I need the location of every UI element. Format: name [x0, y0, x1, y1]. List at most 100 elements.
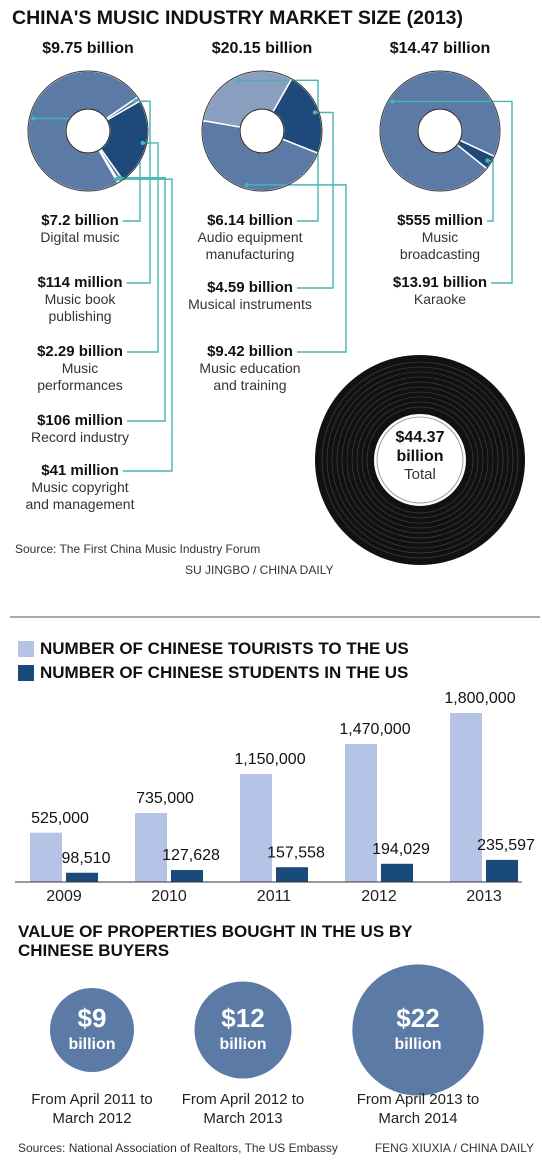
bar: [486, 859, 518, 882]
segment-value-text: $106 million: [37, 412, 123, 429]
segment-label: $555 million Music broadcasting: [385, 212, 495, 263]
x-tick-label: 2009: [46, 888, 82, 905]
segment-value-text: $13.91 billion: [392, 274, 488, 291]
credit: FENG XIUXIA / CHINA DAILY: [374, 1141, 534, 1155]
x-tick-label: 2012: [361, 888, 397, 905]
leader-dot: [114, 176, 119, 182]
pie-title: $9.75 billion: [42, 40, 134, 57]
chart-title: VALUE OF PROPERTIES BOUGHT IN THE US BY …: [18, 922, 413, 960]
leader-dot: [31, 116, 36, 121]
segment-name: Karaoke: [413, 291, 467, 307]
segment-value-label: $106 million: [25, 412, 135, 429]
bar-value-label: 525,000: [31, 810, 89, 827]
donut-outline: [201, 70, 323, 192]
legend-label: NUMBER OF CHINESE TOURISTS TO THE US: [40, 639, 409, 658]
donut-outline: [379, 70, 501, 192]
leader-dot: [244, 182, 249, 188]
bar-value-label: 98,510: [62, 850, 111, 867]
record-groove: [331, 371, 509, 549]
legend-swatch: [18, 665, 34, 681]
record-groove: [356, 396, 484, 524]
x-tick-label: 2010: [151, 888, 187, 905]
donut-hole: [417, 108, 463, 154]
donut-hole: [65, 108, 111, 154]
segment-label: $106 million Record industry: [25, 412, 135, 446]
segment-name: Record industry: [30, 429, 130, 445]
source: Source: The First China Music Industry F…: [15, 542, 261, 556]
chart-title: CHINA'S MUSIC INDUSTRY MARKET SIZE (2013…: [12, 7, 464, 29]
total-label: $44.37 billion Total: [380, 428, 460, 483]
x-tick-label: 2013: [466, 888, 502, 905]
bar-value-label: 235,597: [477, 837, 535, 854]
bar-value-label: 157,558: [267, 844, 325, 861]
segment-label: $4.59 billion Musical instruments: [188, 279, 313, 313]
total-name: Total: [404, 466, 436, 483]
segment-value-text: $114 million: [37, 274, 123, 291]
bubble-category: From April 2013 to March 2014: [356, 1091, 480, 1127]
leader-line: [126, 100, 151, 284]
segment-value-label: $114 million: [25, 274, 135, 291]
pie-title: $20.15 billion: [211, 40, 313, 57]
segment-value-text: $7.2 billion: [41, 212, 119, 229]
segment-label: $13.91 billion Karaoke: [385, 274, 495, 308]
leader-line: [486, 159, 494, 222]
segment-value-label: $13.91 billion: [385, 274, 495, 291]
segment-label: $41 million Music copyright and managemen…: [25, 462, 135, 513]
credit: SU JINGBO / CHINA DAILY: [185, 563, 334, 577]
bar-value-label: 1,470,000: [339, 721, 410, 738]
bar: [345, 743, 377, 882]
total-value: $44.37 billion: [395, 429, 445, 465]
segment-value-text: $555 million: [397, 212, 483, 229]
leader-dot: [235, 78, 241, 83]
segment-label: $9.42 billion Music education and trainin…: [188, 343, 313, 394]
leader-dot: [390, 99, 395, 104]
segment-name: Music broadcasting: [399, 229, 481, 262]
segment-label: $6.14 billion Audio equipment manufacturi…: [188, 212, 313, 263]
segment-value-text: $41 million: [41, 462, 119, 479]
bar-value-label: 127,628: [162, 847, 220, 864]
bubble-value-label: $9: [78, 1003, 107, 1033]
leader-line: [118, 177, 166, 422]
leader-line: [246, 184, 347, 353]
segment-name: Music book publishing: [44, 291, 116, 324]
source: Sources: National Association of Realtor…: [18, 1141, 338, 1155]
bubble-category: From April 2012 to March 2013: [181, 1091, 305, 1127]
record-groove: [346, 386, 494, 534]
bar: [240, 774, 272, 882]
bubble-unit-label: billion: [394, 1036, 441, 1053]
bar: [276, 867, 308, 882]
leader-line: [116, 178, 173, 472]
record-groove: [326, 366, 514, 554]
donut-outline: [27, 70, 149, 192]
segment-value-text: $2.29 billion: [37, 343, 123, 360]
bar: [30, 832, 62, 882]
record-groove: [361, 401, 479, 519]
segment-name: Musical instruments: [188, 296, 312, 312]
bubble-value-label: $12: [221, 1003, 264, 1033]
record-groove: [321, 361, 519, 559]
leader-line: [296, 111, 334, 289]
legend-swatch: [18, 641, 34, 657]
bar-value-label: 1,800,000: [444, 690, 515, 707]
leader-line: [126, 142, 159, 353]
x-tick-label: 2011: [257, 888, 292, 905]
leader-dot: [312, 110, 318, 115]
segment-value-label: $2.29 billion: [25, 343, 135, 360]
segment-value-label: $4.59 billion: [188, 279, 313, 296]
pie-title: $14.47 billion: [389, 40, 491, 57]
donut-hole: [239, 108, 285, 154]
segment-name: Audio equipment manufacturing: [197, 229, 303, 262]
segment-name: Music education and training: [199, 360, 301, 393]
legend-label: NUMBER OF CHINESE STUDENTS IN THE US: [40, 663, 409, 682]
record-label-ring: [376, 416, 464, 504]
bubble: [194, 981, 292, 1079]
segment-value-label: $7.2 billion: [25, 212, 135, 229]
record-groove: [336, 376, 504, 544]
segment-name: Music copyright and management: [25, 479, 135, 512]
bar: [171, 870, 203, 882]
record-groove: [341, 381, 499, 539]
bar-value-label: 1,150,000: [234, 751, 305, 768]
bar-value-label: 194,029: [372, 841, 430, 858]
segment-label: $7.2 billion Digital music: [25, 212, 135, 246]
